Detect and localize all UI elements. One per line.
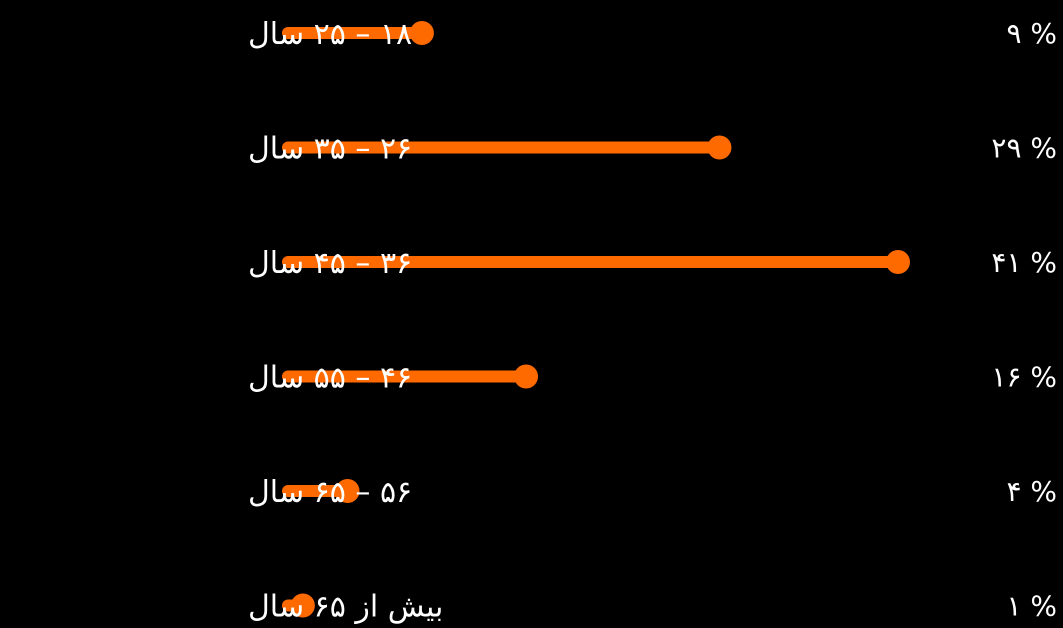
chart-rows: ۱۸ – ۲۵ سال ۹ % ۲۶ – ۳۵ سال ۲۹ % ۳۶ – ۴۵ سال… — [248, 17, 1057, 625]
category-label: ۲۶ – ۳۵ سال — [248, 132, 412, 167]
bar-row: بیش از ۶۵ سال ۱ % — [248, 590, 1057, 625]
bar-end-dot — [335, 479, 360, 503]
value-label: ۲۹ % — [991, 132, 1057, 165]
category-label: بیش از ۶۵ سال — [248, 590, 443, 625]
category-label: ۵۶ – ۶۵ سال — [248, 475, 412, 510]
bar-row: ۵۶ – ۶۵ سال ۴ % — [248, 475, 1057, 510]
value-label: ۹ % — [1006, 17, 1057, 50]
bar-end-dot — [707, 135, 732, 160]
bar-end-dot — [886, 250, 910, 274]
value-label: ۱ % — [1006, 590, 1057, 623]
bar-row: ۱۸ – ۲۵ سال ۹ % — [248, 17, 1057, 52]
bar-end-dot — [290, 593, 315, 618]
bar-row: ۲۶ – ۳۵ سال ۲۹ % — [248, 132, 1057, 167]
value-label: ۴ % — [1006, 475, 1057, 508]
category-label: ۳۶ – ۴۵ سال — [248, 246, 412, 281]
bar-end-dot — [409, 21, 434, 45]
category-label: ۴۶ – ۵۵ سال — [248, 361, 412, 396]
bar-row: ۳۶ – ۴۵ سال ۴۱ % — [248, 246, 1057, 281]
bar-end-dot — [514, 364, 539, 389]
bar-row: ۴۶ – ۵۵ سال ۱۶ % — [248, 361, 1057, 396]
category-label: ۱۸ – ۲۵ سال — [248, 17, 412, 52]
value-label: ۴۱ % — [991, 246, 1057, 279]
value-label: ۱۶ % — [991, 361, 1057, 394]
